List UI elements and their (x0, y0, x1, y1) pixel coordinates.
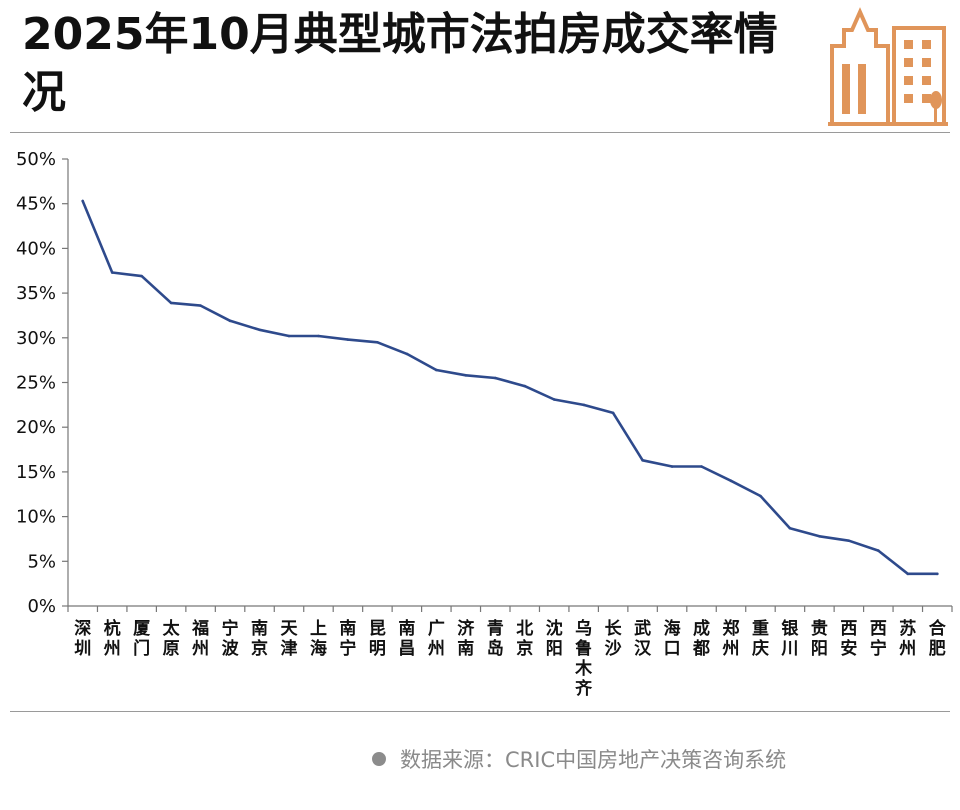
y-tick-label: 30% (16, 328, 56, 349)
y-tick-label: 20% (16, 417, 56, 438)
data-point (877, 549, 880, 552)
data-point (493, 376, 497, 380)
data-point (110, 271, 114, 274)
x-tick-label: 太原 (163, 618, 181, 659)
data-point (552, 398, 556, 401)
y-tick-label: 25% (16, 373, 56, 394)
data-point (523, 384, 527, 388)
data-point (611, 411, 615, 415)
x-tick-label: 天津 (281, 619, 299, 659)
data-point (788, 526, 792, 530)
data-point (405, 352, 409, 356)
x-tick-label: 厦门 (133, 619, 151, 659)
x-tick-label: 南昌 (398, 618, 415, 659)
x-tick-label: 郑州 (722, 618, 740, 659)
x-tick-label: 长沙 (605, 618, 623, 659)
x-tick-label: 南宁 (339, 618, 356, 659)
data-point (906, 572, 910, 576)
data-point (582, 403, 585, 407)
y-tick-label: 0% (27, 596, 56, 617)
page-title: 2025年10月典型城市法拍房成交率情况 (22, 9, 778, 118)
bullet-icon (372, 752, 386, 766)
data-point (287, 334, 291, 338)
x-tick-label: 苏州 (898, 618, 916, 659)
x-tick-label: 北京 (516, 619, 533, 659)
x-tick-label: 西安 (840, 619, 857, 659)
y-tick-label: 50% (16, 149, 56, 170)
x-tick-label: 深圳 (74, 618, 91, 659)
y-tick-label: 5% (27, 551, 56, 572)
x-tick-label: 沈阳 (546, 618, 563, 659)
x-tick-label: 宁波 (222, 618, 240, 659)
line-chart: 0% 5% 10% 15% 20% 25% 30% 35% 40% 45% 50% 深圳 杭州 厦门 太原福… (0, 140, 960, 714)
y-tick-label: 45% (16, 194, 56, 215)
data-point (258, 328, 261, 332)
x-tick-label: 福州 (191, 618, 209, 659)
y-tick-label: 10% (16, 507, 56, 528)
y-tick-label: 15% (16, 462, 56, 483)
source-text: 数据来源：CRIC中国房地产决策咨询系统 (400, 748, 787, 772)
y-tick-label: 40% (16, 238, 56, 259)
x-tick-label: 贵阳 (811, 618, 828, 659)
series-line (81, 199, 939, 576)
data-point (81, 199, 85, 203)
chart-canvas: 0% 5% 10% 15% 20% 25% 30% 35% 40% 45% 50% 深圳杭州厦门太原福… (16, 149, 953, 699)
data-point (140, 274, 143, 278)
x-tick-label: 重庆 (752, 618, 769, 659)
x-tick-label: 青岛 (487, 618, 504, 659)
data-point (464, 374, 468, 377)
data-point (346, 338, 350, 341)
x-tick-label: 南京 (251, 618, 268, 659)
x-tick-label: 乌鲁木齐 (574, 618, 593, 699)
data-point (729, 479, 733, 483)
data-point (435, 368, 438, 372)
x-tick-label: 西宁 (870, 619, 887, 659)
x-tick-label: 广州 (427, 618, 445, 659)
data-point (376, 340, 379, 344)
x-tick-label: 上海 (310, 619, 327, 659)
footer-divider (10, 711, 950, 712)
y-tick-label: 35% (16, 283, 56, 304)
x-tick-label: 昆明 (369, 619, 386, 659)
data-point (935, 572, 939, 576)
data-point (169, 301, 173, 305)
data-point (199, 304, 202, 307)
x-tick-label: 银川 (780, 618, 799, 659)
data-point (759, 494, 762, 498)
x-tick-label: 成都 (692, 618, 710, 659)
data-point (847, 539, 851, 543)
buildings-icon (826, 6, 950, 128)
data-point (228, 319, 232, 323)
x-tick-label: 合肥 (929, 618, 947, 659)
data-point (818, 534, 821, 538)
x-tick-label: 杭州 (103, 618, 121, 659)
x-tick-label: 济南 (457, 618, 475, 659)
data-point (641, 458, 644, 462)
data-point (670, 465, 674, 468)
data-point (317, 334, 320, 338)
title-divider (10, 132, 950, 133)
x-tick-label: 海口 (664, 618, 681, 659)
x-tick-label: 武汉 (634, 618, 652, 659)
source-note: 数据来源：CRIC中国房地产决策咨询系统 (372, 744, 786, 774)
data-point (700, 465, 703, 468)
